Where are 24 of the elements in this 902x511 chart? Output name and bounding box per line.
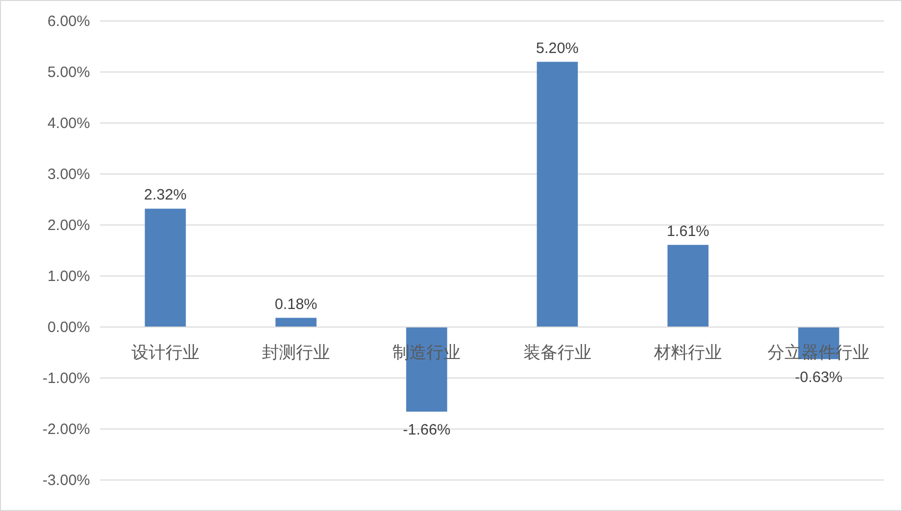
y-tick-label: 4.00% xyxy=(47,115,90,132)
data-label: 1.61% xyxy=(666,222,710,240)
bar xyxy=(536,62,578,327)
x-tick-label: 封测行业 xyxy=(262,343,330,362)
x-tick-label: 装备行业 xyxy=(523,343,592,362)
y-tick-label: 2.00% xyxy=(47,217,90,234)
y-tick-label: -3.00% xyxy=(42,472,90,489)
y-tick-label: 0.00% xyxy=(47,319,90,336)
bar xyxy=(276,318,316,327)
bar xyxy=(144,208,186,327)
data-label: 5.20% xyxy=(536,40,579,57)
y-tick-label: 5.00% xyxy=(47,64,90,81)
y-tick-label: -2.00% xyxy=(42,421,90,438)
data-label: -0.63% xyxy=(794,369,842,386)
y-tick-label: 6.00% xyxy=(47,13,90,30)
data-label: -1.66% xyxy=(402,422,450,439)
x-tick-label: 设计行业 xyxy=(131,343,200,362)
data-label: 2.32% xyxy=(144,186,187,204)
y-tick-label: 1.00% xyxy=(47,268,90,285)
bar xyxy=(668,244,708,327)
y-tick-label: 3.00% xyxy=(47,166,90,183)
y-tick-label: -1.00% xyxy=(42,370,90,387)
x-tick-label: 材料行业 xyxy=(653,343,722,362)
data-label: 0.18% xyxy=(274,296,318,313)
